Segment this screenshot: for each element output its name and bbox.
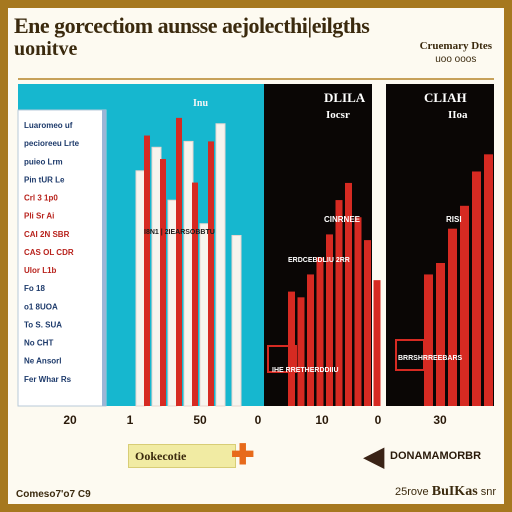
middle-bar xyxy=(335,200,343,406)
right-bottom-label: BRRSHRREEBARS xyxy=(398,355,463,362)
middle-bar xyxy=(373,280,381,406)
red-bar xyxy=(208,141,214,406)
middle-bar xyxy=(297,297,305,406)
white-bar xyxy=(183,140,194,407)
left-panel-header: Inu xyxy=(193,98,208,109)
x-tick-label: 30 xyxy=(433,413,447,427)
legend-entry: CAS OL CDR xyxy=(24,248,74,257)
legend-entry: puieo Lrm xyxy=(24,157,63,166)
right-bar xyxy=(484,154,493,406)
middle-panel-subheader: Iocsr xyxy=(326,109,350,121)
corner-line2: uoo ooos xyxy=(435,54,477,65)
middle-bar xyxy=(316,257,324,406)
footer-right-prefix: 25rove xyxy=(395,486,429,498)
footer-right-suffix: snr xyxy=(480,486,496,498)
red-bar xyxy=(192,182,198,406)
middle-bar xyxy=(364,240,371,406)
right-action-label: DONAMAMORBR xyxy=(390,450,482,462)
middle-inset-box xyxy=(267,345,297,373)
right-bar xyxy=(448,228,457,406)
white-bar xyxy=(135,170,146,407)
right-panel-subheader: IIoa xyxy=(448,109,468,121)
x-tick-label: 10 xyxy=(315,413,329,427)
x-tick-label: 20 xyxy=(63,413,77,427)
middle-lower-label: ERDCEBDLIU 2RR xyxy=(288,257,350,264)
right-action-button[interactable]: ◀ DONAMAMORBR xyxy=(364,442,488,470)
middle-center-label: CINRNEE xyxy=(324,215,361,224)
middle-bar xyxy=(288,291,295,406)
legend-entry: Luaromeo uf xyxy=(24,121,73,130)
right-panel-header: CLIAH xyxy=(424,90,467,105)
x-tick-label: 0 xyxy=(255,413,262,427)
right-center-label: RISI xyxy=(446,215,462,224)
legend-entry: pecioreeu Lrte xyxy=(24,139,80,148)
right-bar xyxy=(472,171,481,406)
arrow-right-icon: ✚ xyxy=(231,440,255,471)
title-rule xyxy=(18,78,494,80)
legend-entry: Fo 18 xyxy=(24,284,45,293)
legend-entry: Crl 3 1p0 xyxy=(24,194,58,203)
corner-line1: Cruemary Dtes xyxy=(419,40,492,52)
red-bar xyxy=(160,159,166,406)
page-title: Ene gorcectiom aunsse aejolecthi|eilgths xyxy=(14,13,370,38)
x-tick-label: 50 xyxy=(193,413,207,427)
red-bar xyxy=(144,135,150,406)
middle-bottom-label: IHE RRETHERDDIIU xyxy=(272,367,339,374)
x-tick-label: 1 xyxy=(127,413,134,427)
left-action-label: Ookecotie xyxy=(135,448,187,463)
legend-entry: No CHT xyxy=(24,339,53,348)
right-bar xyxy=(436,263,445,406)
red-bar xyxy=(176,117,182,406)
white-bar xyxy=(151,146,162,407)
middle-bar xyxy=(307,274,314,406)
right-bar xyxy=(460,205,469,406)
legend-entry: Pin tUR Le xyxy=(24,175,65,184)
middle-bar xyxy=(354,217,362,406)
white-bar xyxy=(215,123,226,407)
legend-entry: o1 8UOA xyxy=(24,302,58,311)
legend-entry: Ne Ansorl xyxy=(24,357,62,366)
right-bar xyxy=(424,274,433,406)
footer-right: 25rove BuIKas snr xyxy=(395,484,496,500)
footer-left: Comeso7'o7 C9 xyxy=(16,489,91,500)
right-inset-box xyxy=(395,339,425,371)
legend-entry: CAI 2N SBR xyxy=(24,230,70,239)
left-action-button[interactable]: Ookecotie ✚ xyxy=(128,441,254,471)
middle-bar xyxy=(326,234,333,406)
middle-panel-header: DLILA xyxy=(324,90,366,105)
legend-scroll xyxy=(102,110,106,406)
legend-box xyxy=(17,109,107,407)
left-center-label: I8N1 | 2IEARSOBBTU xyxy=(144,229,215,236)
middle-bar xyxy=(345,182,352,406)
page-subtitle: uonitve xyxy=(14,38,78,60)
white-bar xyxy=(231,234,242,407)
legend-entry: Fer Whar Rs xyxy=(24,375,72,384)
legend-entry: To S. SUA xyxy=(24,320,62,329)
footer-right-bold: BuIKas xyxy=(431,484,478,499)
white-bar xyxy=(199,223,210,407)
arrow-left-icon: ◀ xyxy=(364,441,384,471)
corner-note: Cruemary Dtes uoo ooos xyxy=(420,40,492,66)
x-tick-label: 0 xyxy=(375,413,382,427)
legend-entry: Pli Sr Ai xyxy=(24,212,54,221)
legend-entry: Ulor L1b xyxy=(24,266,57,275)
